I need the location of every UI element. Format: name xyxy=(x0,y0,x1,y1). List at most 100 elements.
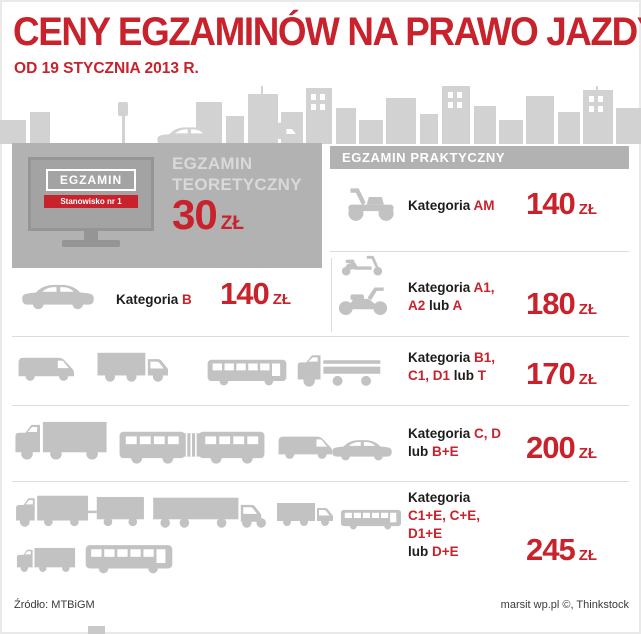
monitor-screen-title: EGZAMIN xyxy=(45,169,137,191)
label-text: Kategoria xyxy=(408,280,474,295)
price-value: 140 xyxy=(526,186,576,221)
price-value: 200 xyxy=(526,430,576,465)
label-line: Kategoria B1, xyxy=(408,349,495,367)
theory-price-currency: ZŁ xyxy=(220,213,244,234)
price-b1: 170 ZŁ xyxy=(526,356,597,392)
theory-exam-heading: EGZAMIN TEORETYCZNY xyxy=(172,153,302,195)
label-code: T xyxy=(477,368,487,383)
price-currency: ZŁ xyxy=(578,301,598,318)
label-code: D+E xyxy=(432,544,459,559)
label-text: lub xyxy=(450,368,478,383)
price-b: 140 ZŁ xyxy=(220,276,291,312)
label-text: Kategoria xyxy=(408,426,475,441)
monitor-neck xyxy=(84,231,98,240)
price-value: 140 xyxy=(220,276,270,311)
label-line: C1+E, C+E, xyxy=(408,507,480,525)
divider xyxy=(12,405,629,406)
price-cd: 200 ZŁ xyxy=(526,430,597,466)
car-icon xyxy=(330,437,394,461)
label-code: AM xyxy=(473,198,495,213)
price-value: 180 xyxy=(526,286,576,321)
box-truck-icon xyxy=(276,500,336,527)
footer-credit: marsit wp.pl ©, Thinkstock xyxy=(500,599,629,611)
price-a: 180 ZŁ xyxy=(526,286,597,322)
monitor-screen: EGZAMIN Stanowisko nr 1 xyxy=(28,157,154,231)
label-text: Kategoria xyxy=(116,292,183,307)
label-code: C, D xyxy=(474,426,502,441)
label-line: Kategoria C, D xyxy=(408,425,501,443)
truck-with-trailer-icon xyxy=(14,492,146,528)
flatbed-truck-icon xyxy=(296,351,382,388)
label-code: B xyxy=(182,292,192,307)
category-label-am: Kategoria AM xyxy=(408,197,495,215)
price-value: 170 xyxy=(526,356,576,391)
price-currency: ZŁ xyxy=(578,201,598,218)
divider xyxy=(331,258,332,332)
label-code: A xyxy=(452,298,463,313)
price-currency: ZŁ xyxy=(578,445,598,462)
category-label-cd: Kategoria C, D lub B+E xyxy=(408,425,501,461)
label-code: A2 xyxy=(408,298,426,313)
label-line: D1+E xyxy=(408,525,480,543)
divider xyxy=(12,481,629,482)
bus-icon xyxy=(84,541,174,574)
price-value: 245 xyxy=(526,532,576,567)
motorcycle-icon xyxy=(334,284,392,315)
bottom-decoration xyxy=(88,626,105,634)
theory-price: 30 ZŁ xyxy=(172,191,244,239)
quad-bike-icon xyxy=(344,184,398,222)
category-label-a: Kategoria A1, A2 lub A xyxy=(408,279,495,315)
price-e: 245 ZŁ xyxy=(526,532,597,568)
label-code: C1+E, C+E, xyxy=(408,508,481,523)
category-label-b1: Kategoria B1, C1, D1 lub T xyxy=(408,349,495,385)
bus-icon xyxy=(340,507,402,530)
price-currency: ZŁ xyxy=(578,371,598,388)
theory-exam-panel: EGZAMIN Stanowisko nr 1 EGZAMIN TEORETYC… xyxy=(12,143,322,268)
box-truck-icon xyxy=(96,349,172,383)
label-line: Kategoria A1, xyxy=(408,279,495,297)
label-line: Kategoria xyxy=(408,489,480,507)
label-text: Kategoria xyxy=(408,198,474,213)
label-line: lub B+E xyxy=(408,443,501,461)
truck-icon xyxy=(16,546,76,573)
divider xyxy=(330,251,629,252)
practical-exam-header: EGZAMIN PRAKTYCZNY xyxy=(330,146,629,169)
truck-icon xyxy=(14,419,108,461)
price-currency: ZŁ xyxy=(272,291,292,308)
label-text: lub xyxy=(408,444,432,459)
label-code: C1, D1 xyxy=(408,368,451,383)
divider xyxy=(12,336,629,337)
price-currency: ZŁ xyxy=(578,547,598,564)
van-icon xyxy=(276,431,338,460)
computer-monitor-icon: EGZAMIN Stanowisko nr 1 xyxy=(28,157,154,247)
van-icon xyxy=(16,352,80,382)
label-line: lub D+E xyxy=(408,543,480,561)
theory-heading-line1: EGZAMIN xyxy=(172,154,253,173)
moped-icon xyxy=(338,252,386,276)
label-line: A2 lub A xyxy=(408,297,495,315)
theory-heading-line2: TEORETYCZNY xyxy=(172,175,302,194)
label-text: lub xyxy=(425,298,453,313)
label-text: Kategoria xyxy=(408,350,475,365)
articulated-bus-icon xyxy=(118,427,266,466)
theory-price-value: 30 xyxy=(172,191,218,238)
monitor-base xyxy=(62,240,120,247)
label-code: D1+E xyxy=(408,526,443,541)
label-text: Kategoria xyxy=(408,490,471,505)
car-icon xyxy=(20,281,96,310)
label-line: C1, D1 lub T xyxy=(408,367,495,385)
label-text: lub xyxy=(408,544,432,559)
city-skyline-illustration xyxy=(0,86,641,144)
label-code: B1, xyxy=(474,350,496,365)
footer-source: Źródło: MTBiGM xyxy=(14,599,95,611)
category-label-b: Kategoria B xyxy=(116,291,192,309)
label-code: A1, xyxy=(473,280,495,295)
bus-icon xyxy=(206,356,288,386)
price-am: 140 ZŁ xyxy=(526,186,597,222)
monitor-screen-subtitle: Stanowisko nr 1 xyxy=(44,195,138,208)
label-code: B+E xyxy=(432,444,459,459)
category-label-e: Kategoria C1+E, C+E, D1+E lub D+E xyxy=(408,489,480,561)
page-subtitle: OD 19 STYCZNIA 2013 R. xyxy=(14,60,199,77)
page-title: CENY EGZAMINÓW NA PRAWO JAZDY xyxy=(13,10,641,54)
